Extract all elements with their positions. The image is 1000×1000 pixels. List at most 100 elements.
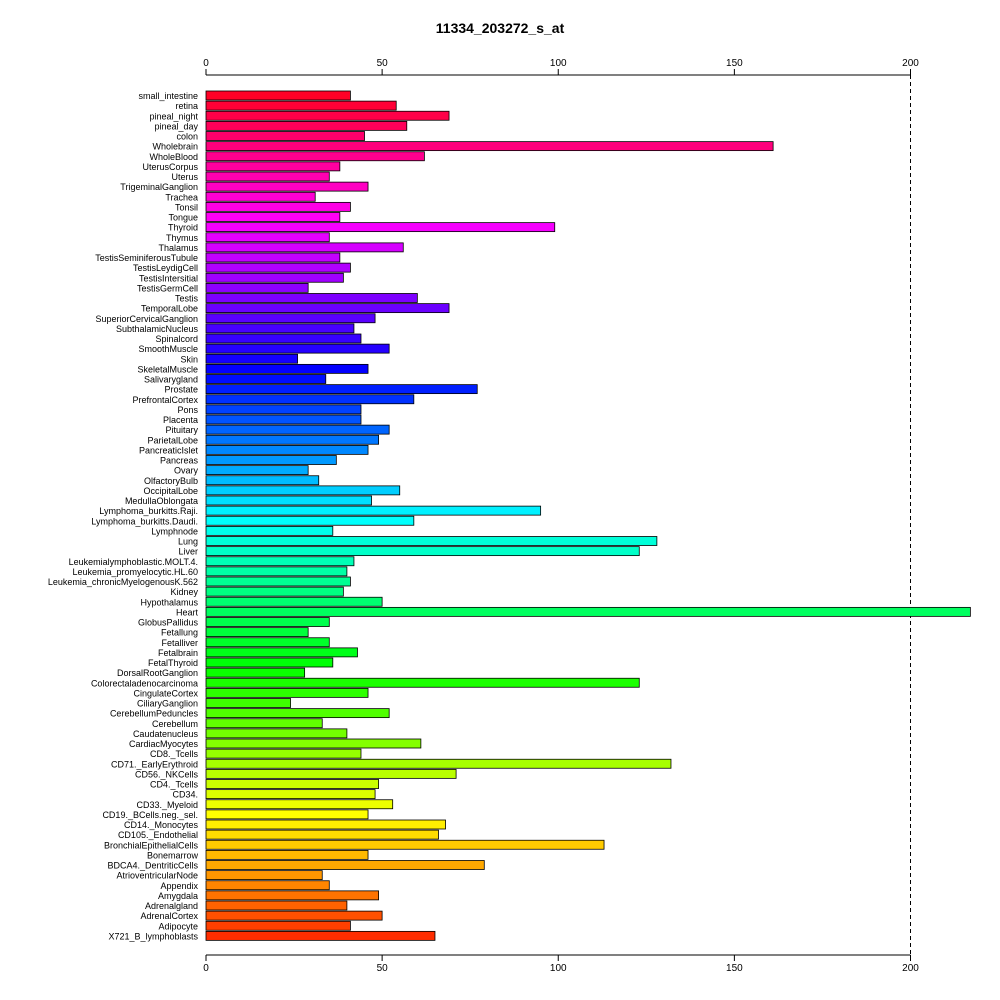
category-label: SkeletalMuscle [137, 364, 198, 374]
category-label: Leukemia_chronicMyelogenousK.562 [48, 577, 198, 587]
category-label: Adrenalgland [145, 901, 198, 911]
category-label: CD8._Tcells [150, 749, 199, 759]
category-label: colon [176, 132, 198, 142]
bar [205, 242, 404, 253]
category-label: Uterus [171, 172, 198, 182]
category-label: Fetallung [161, 628, 198, 638]
bar [205, 505, 542, 516]
top-tick-label: 50 [377, 58, 389, 69]
bar [205, 748, 362, 759]
bar [205, 627, 309, 638]
bar [205, 201, 351, 212]
bar [205, 100, 397, 111]
bar [205, 404, 362, 415]
category-label: SuperiorCervicalGanglion [95, 314, 198, 324]
category-label: Placenta [163, 415, 198, 425]
bar [205, 698, 291, 708]
bar [205, 525, 334, 536]
bar [205, 849, 369, 860]
bar [205, 272, 344, 283]
bar [205, 829, 439, 840]
bar [205, 900, 348, 911]
bar [205, 860, 485, 870]
bar [205, 212, 341, 222]
category-label: Fetalliver [161, 638, 198, 648]
category-label: Liver [178, 547, 198, 557]
category-label: Cerebellum [152, 719, 198, 729]
category-label: CD33._Myeloid [136, 800, 198, 810]
category-label: TestisGermCell [137, 283, 198, 293]
bar [205, 677, 640, 688]
bar [205, 444, 369, 455]
bar [205, 586, 344, 597]
category-label: Bonemarrow [147, 850, 199, 860]
bar [205, 546, 640, 557]
category-label: Salivarygland [144, 375, 198, 385]
bar [205, 667, 306, 678]
category-label: Thymus [166, 233, 199, 243]
bar [205, 718, 323, 729]
category-label: Colorectaladenocarcinoma [91, 678, 198, 688]
category-label: ParietalLobe [147, 435, 198, 445]
category-label: TemporalLobe [141, 304, 198, 314]
category-label: DorsalRootGanglion [117, 668, 198, 678]
bottom-tick-label: 150 [726, 963, 743, 974]
category-label: Pons [177, 405, 198, 415]
category-label: PancreaticIslet [139, 445, 199, 455]
bar [205, 647, 358, 658]
bar [205, 394, 415, 405]
category-label: Tongue [168, 213, 198, 223]
bar [205, 282, 309, 293]
bar [205, 576, 351, 587]
bar [205, 120, 408, 131]
category-label: TestisIntersitial [139, 273, 198, 283]
category-label: Pancreas [160, 456, 199, 466]
bar [205, 414, 362, 425]
category-label: Hypothalamus [140, 597, 198, 607]
category-label: Tonsil [175, 202, 198, 212]
category-label: Skin [180, 354, 198, 364]
category-label: X721_B_lymphoblasts [108, 931, 198, 941]
bar [205, 920, 351, 931]
bar [205, 232, 330, 243]
category-label: CardiacMyocytes [129, 739, 199, 749]
category-label: UterusCorpus [142, 162, 198, 172]
bottom-tick-label: 50 [377, 963, 389, 974]
top-tick-label: 150 [726, 58, 743, 69]
category-label: Leukemialymphoblastic.MOLT.4. [69, 557, 198, 567]
category-label: Trachea [165, 192, 198, 202]
bar [205, 566, 348, 577]
category-label: SubthalamicNucleus [116, 324, 199, 334]
bar [205, 637, 330, 648]
category-label: CD105._Endothelial [118, 830, 198, 840]
category-label: retina [175, 101, 198, 111]
category-label: Fetalbrain [158, 648, 198, 658]
category-label: CD34. [172, 790, 198, 800]
category-label: Ovary [174, 466, 199, 476]
bar [205, 606, 971, 617]
bar [205, 515, 415, 526]
bar [205, 596, 383, 607]
bar [205, 465, 309, 476]
bar [205, 252, 341, 263]
bar [205, 890, 380, 901]
bar [205, 738, 422, 749]
bar [205, 171, 330, 182]
bar [205, 110, 450, 121]
category-label: Thyroid [168, 223, 198, 233]
category-label: Heart [176, 607, 199, 617]
bar [205, 131, 365, 141]
top-tick-label: 100 [550, 58, 567, 69]
category-label: Caudatenucleus [133, 729, 199, 739]
bar [205, 141, 774, 152]
category-label: Lymphoma_burkitts.Daudi. [91, 516, 198, 526]
bar [205, 687, 369, 698]
category-label: CD4._Tcells [150, 780, 199, 790]
bar [205, 779, 380, 789]
bar [205, 880, 330, 891]
category-label: TestisSeminiferousTubule [95, 253, 198, 263]
top-tick-label: 0 [203, 58, 209, 69]
category-label: GlobusPallidus [138, 618, 199, 628]
category-label: Leukemia_promyelocytic.HL.60 [72, 567, 198, 577]
